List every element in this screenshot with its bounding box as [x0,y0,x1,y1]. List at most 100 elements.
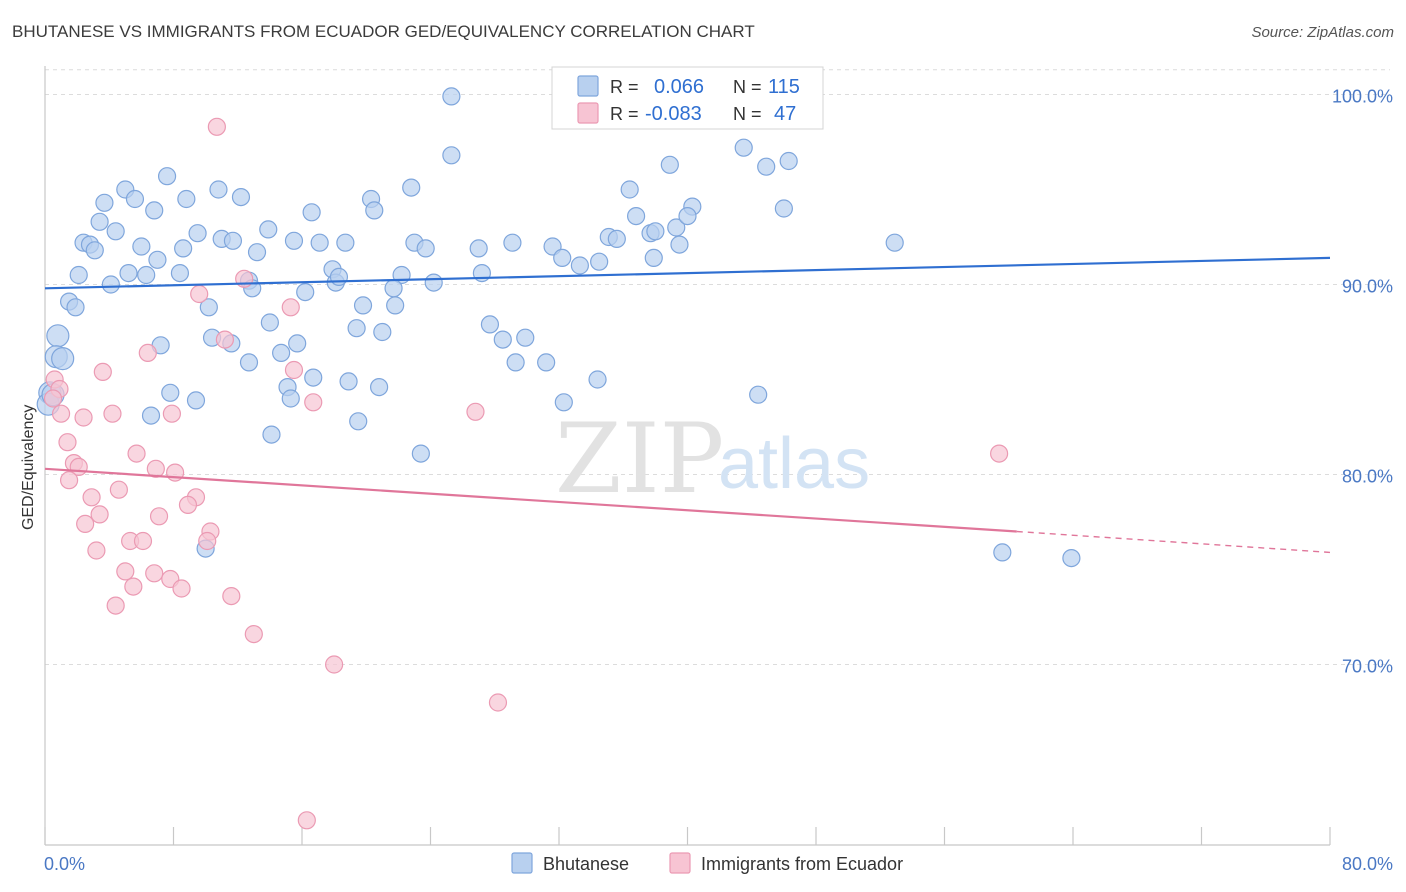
y-tick-label: 90.0% [1342,277,1393,297]
data-point [349,412,368,431]
data-point [149,507,169,526]
data-point [138,343,157,362]
data-point [537,353,556,372]
data-point [281,389,300,408]
axes [44,66,1331,846]
data-point [1062,548,1081,568]
data-point [554,393,573,412]
data-point [260,313,279,332]
data-point [51,347,75,371]
y-tick-label: 100.0% [1332,87,1393,107]
legend-r-value: 0.066 [654,76,704,98]
data-point [170,264,190,283]
data-point [670,235,689,254]
legend-n-label: N = [733,77,762,97]
data-point [516,328,535,347]
data-point [127,444,146,463]
trend-line-bhutanese [44,256,1331,290]
legend-label-bhutanese: Bhutanese [543,854,629,874]
data-point [281,298,300,317]
data-point [82,488,101,507]
data-point [46,324,70,348]
data-point [161,383,180,402]
data-point [222,586,241,606]
series-bhutanese [36,87,1081,568]
data-point [43,389,63,408]
data-point [198,531,217,551]
data-point [244,624,263,644]
trend-line-extension [1016,530,1331,554]
data-points [36,87,1081,830]
data-point [109,480,128,499]
data-point [288,334,307,353]
data-point [259,220,278,239]
data-point [620,180,639,199]
data-point [133,531,153,551]
data-point [503,233,522,252]
data-point [239,353,259,372]
data-point [749,385,768,404]
data-point [58,433,77,452]
data-point [74,408,93,427]
data-point [325,655,344,674]
data-point [124,577,143,596]
source-label: Source: ZipAtlas.com [1251,24,1394,41]
correlation-legend: R = 0.066 N = 115 R = -0.083 N = 47 [551,66,824,130]
data-point [272,343,291,362]
data-point [885,233,904,252]
legend-swatch-ecuador [577,102,599,124]
data-point [480,315,500,334]
data-point [384,279,403,298]
data-point [297,811,316,830]
data-point [145,564,164,583]
data-point [304,368,323,387]
data-point [493,330,512,349]
data-point [106,596,125,615]
y-tick-label: 80.0% [1342,467,1393,487]
data-point [339,372,358,391]
data-point [329,267,349,286]
y-tick-label: 70.0% [1342,657,1393,677]
legend-n-label: N = [733,104,762,124]
legend-r-label: R = [610,77,639,97]
data-point [141,406,161,425]
watermark-atlas: atlas [718,424,870,504]
data-point [101,275,120,294]
data-point [93,362,112,381]
data-point [646,222,665,241]
legend-swatch-ecuador [669,852,691,874]
data-point [488,693,508,712]
data-point [178,495,198,514]
data-point [145,201,164,220]
data-point [442,146,461,165]
data-point [370,378,389,397]
data-point [231,188,251,207]
data-point [993,543,1012,562]
data-point [177,189,196,209]
data-point [411,444,430,463]
data-point [284,231,304,250]
data-point [188,224,207,243]
data-point [469,239,488,258]
data-point [757,157,776,176]
legend-n-value: 47 [774,103,796,125]
trend-lines [44,256,1331,554]
data-point [660,155,679,174]
data-point [148,250,167,269]
data-point [506,353,525,372]
data-point [85,241,104,260]
data-point [174,239,193,258]
data-point [416,239,435,258]
x-tick-label: 80.0% [1342,854,1393,874]
data-point [106,222,125,241]
data-point [667,218,686,237]
data-point [365,201,384,220]
data-point [116,562,135,581]
data-point [137,265,156,285]
data-point [302,203,321,222]
data-point [59,471,79,490]
legend-label-ecuador: Immigrants from Ecuador [701,854,903,874]
data-point [607,229,626,248]
legend-swatch-bhutanese [577,75,599,97]
data-point [125,189,145,209]
